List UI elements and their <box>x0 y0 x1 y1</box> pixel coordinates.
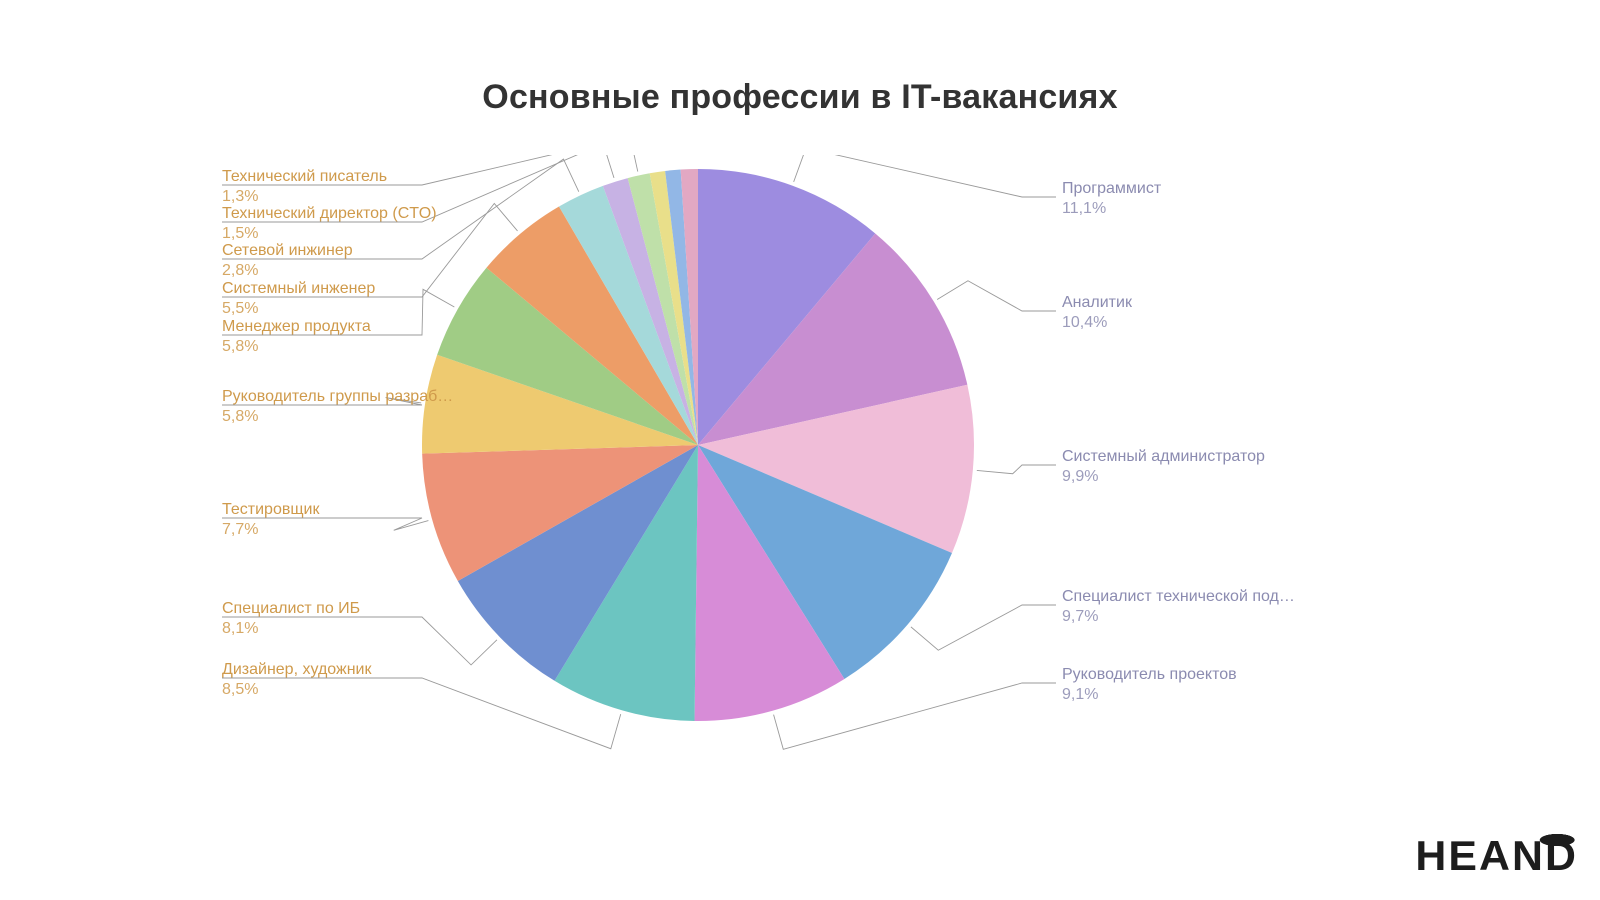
slice-label-name: Дизайнер, художник <box>222 660 371 680</box>
slice-label: Сетевой инжинер2,8% <box>222 241 353 281</box>
slice-label-pct: 8,1% <box>222 619 360 639</box>
slice-label-name: Системный администратор <box>1062 447 1265 467</box>
leader-line <box>977 465 1056 474</box>
slice-label: Программист11,1% <box>1062 179 1161 219</box>
slice-label-name: Сетевой инжинер <box>222 241 353 261</box>
pie-chart: Программист11,1% Аналитик10,4% Системный а… <box>0 155 1600 755</box>
slice-label-pct: 9,7% <box>1062 607 1295 627</box>
slice-label-name: Технический писатель <box>222 167 387 187</box>
slice-label-name: Менеджер продукта <box>222 317 371 337</box>
slice-label-pct: 1,3% <box>222 187 387 207</box>
slice-label: Руководитель группы разраб…5,8% <box>222 387 453 427</box>
slice-label-pct: 11,1% <box>1062 199 1161 219</box>
slice-label-name: Руководитель проектов <box>1062 665 1237 685</box>
slice-label: Технический писатель1,3% <box>222 167 387 207</box>
leader-line <box>937 281 1056 311</box>
slice-label-name: Системный инженер <box>222 279 375 299</box>
slice-label-name: Специалист по ИБ <box>222 599 360 619</box>
slice-label-pct: 5,5% <box>222 299 375 319</box>
slice-label: Специалист по ИБ8,1% <box>222 599 360 639</box>
slice-label-pct: 1,5% <box>222 224 437 244</box>
slice-label-name: Технический директор (CTO) <box>222 204 437 224</box>
slice-label-pct: 7,7% <box>222 520 319 540</box>
watermark-logo: HEAND <box>1415 832 1578 880</box>
slice-label: Руководитель проектов9,1% <box>1062 665 1237 705</box>
slice-label-pct: 10,4% <box>1062 313 1132 333</box>
slice-label: Аналитик10,4% <box>1062 293 1132 333</box>
slice-label: Системный инженер5,5% <box>222 279 375 319</box>
slice-label: Технический директор (CTO)1,5% <box>222 204 437 244</box>
slice-label-pct: 9,1% <box>1062 685 1237 705</box>
slice-label-pct: 9,9% <box>1062 467 1265 487</box>
leader-line <box>794 155 1056 197</box>
slice-label-name: Руководитель группы разраб… <box>222 387 453 407</box>
slice-label: Менеджер продукта5,8% <box>222 317 371 357</box>
slice-label: Дизайнер, художник8,5% <box>222 660 371 700</box>
slice-label-pct: 2,8% <box>222 261 353 281</box>
slice-label-name: Программист <box>1062 179 1161 199</box>
slice-label-pct: 5,8% <box>222 337 371 357</box>
slice-label-pct: 8,5% <box>222 680 371 700</box>
chart-title: Основные профессии в IT-вакансиях <box>0 78 1600 117</box>
slice-label: Специалист технической под…9,7% <box>1062 587 1295 627</box>
slice-label-name: Специалист технической под… <box>1062 587 1295 607</box>
slice-label-name: Тестировщик <box>222 500 319 520</box>
leader-line <box>911 605 1056 650</box>
slice-label-pct: 5,8% <box>222 407 453 427</box>
slice-label: Системный администратор9,9% <box>1062 447 1265 487</box>
slice-label: Тестировщик7,7% <box>222 500 319 540</box>
slice-label-name: Аналитик <box>1062 293 1132 313</box>
